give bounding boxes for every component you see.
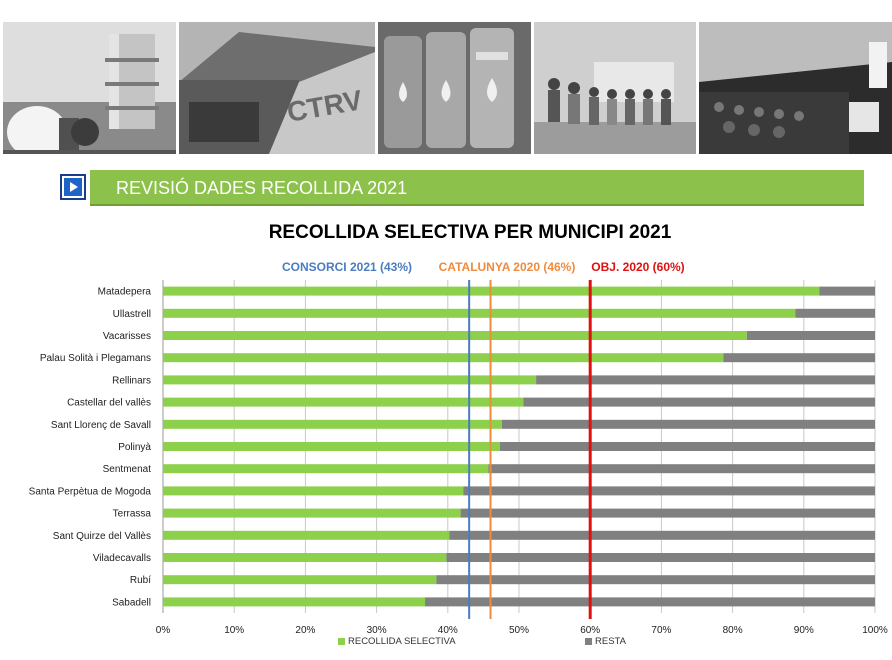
x-tick-label: 70% [651,625,671,636]
children-group-photo [534,22,696,154]
section-header-title: REVISIÓ DADES RECOLLIDA 2021 [90,170,864,206]
category-label: Castellar del vallès [67,398,151,409]
category-label: Rellinars [112,375,151,386]
bar-rest [536,375,875,385]
bar-rest [723,353,875,363]
bar-rest [460,508,875,518]
section-header: REVISIÓ DADES RECOLLIDA 2021 [60,170,864,206]
category-label: Viladecavalls [93,553,151,564]
legend-swatch-selective [338,637,345,645]
x-tick-label: 20% [295,625,315,636]
category-label: Ullastrell [113,309,151,320]
bar-selective [163,442,500,451]
bar-selective [163,353,724,363]
bar-rest [463,486,875,496]
category-label: Sant Llorenç de Savall [51,420,151,431]
category-label: Terrassa [113,509,152,520]
bar-selective [163,397,524,407]
chart-title: RECOLLIDA SELECTIVA PER MUNICIPI 2021 [268,222,672,243]
bar-selective [163,486,464,496]
bar-rest [501,419,875,429]
reference-line-label: CONSORCI 2021 (43%) [282,260,412,274]
ctrv-building-photo: CTRV [179,22,375,154]
category-label: Polinyà [118,442,151,453]
bar-selective [163,331,747,340]
bar-selective [163,597,426,607]
stacked-bar-chart: 0% 10% 20% 30% 40% 50% 60% 70% 80% 90% 100% Matadep… [29,260,888,636]
x-tick-label: 40% [438,625,458,636]
legend-swatch-rest [585,637,592,645]
x-tick-label: 0% [156,625,171,636]
legend-label-selective: RECOLLIDA SELECTIVA [348,636,456,647]
bar-selective [163,508,461,518]
category-label: Vacarisses [103,331,151,342]
conference-hall-photo [699,22,892,154]
bar-selective [163,308,796,318]
bar-rest [499,442,875,451]
category-label: Sentmenat [103,464,152,475]
category-label: Rubí [130,575,151,586]
bar-selective [163,530,450,540]
bar-selective [163,553,447,562]
x-tick-label: 50% [509,625,529,636]
legend-label-rest: RESTA [595,636,626,647]
play-button[interactable] [60,174,86,200]
legend-item-rest: RESTA [585,636,626,647]
bar-rest [425,597,875,607]
category-label: Sabadell [112,597,151,608]
bar-rest [819,286,875,296]
bar-rest [523,397,875,407]
photo-banner: CTRV [3,22,892,154]
x-tick-label: 10% [224,625,244,636]
bar-selective [163,375,537,385]
bar-rest [449,530,875,540]
oil-containers-photo [378,22,531,154]
reference-line-label: CATALUNYA 2020 (46%) [439,260,576,274]
x-tick-label: 90% [794,625,814,636]
bar-rest [746,331,875,340]
x-tick-label: 100% [862,625,888,636]
bar-rest [795,308,875,318]
category-label: Santa Perpètua de Mogoda [29,486,152,497]
category-label: Palau Solità i Plegamans [40,353,151,364]
category-label: Matadepera [98,287,152,298]
bar-rest [446,553,875,562]
legend-item-selective: RECOLLIDA SELECTIVA [338,636,456,647]
bar-rest [488,464,875,474]
play-icon [64,178,82,196]
x-tick-label: 80% [723,625,743,636]
bar-selective [163,419,502,429]
bar-selective [163,464,489,474]
bar-selective [163,575,437,585]
category-label: Sant Quirze del Vallès [53,531,151,542]
x-tick-label: 30% [367,625,387,636]
digester-tower-photo [3,22,176,154]
x-tick-label: 60% [580,625,600,636]
bar-rest [436,575,875,585]
reference-line-label: OBJ. 2020 (60%) [591,260,684,274]
